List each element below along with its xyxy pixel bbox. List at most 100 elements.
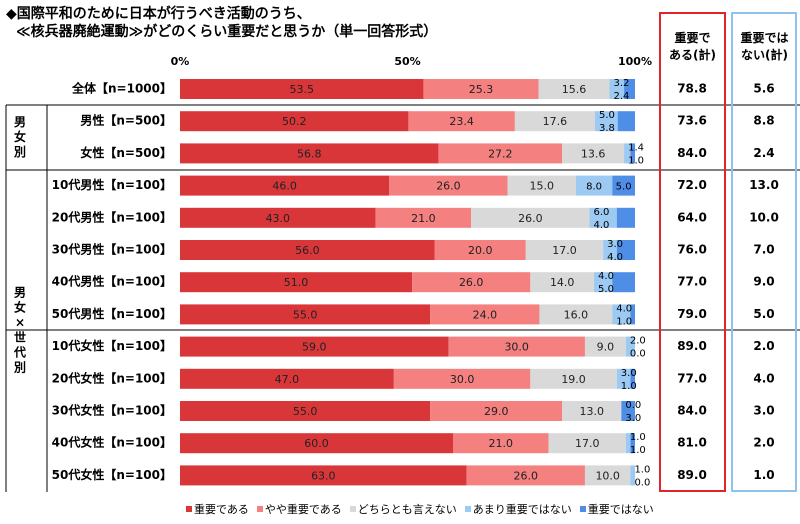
bar-segment bbox=[434, 240, 526, 260]
bar-value-label: 55.0 bbox=[293, 405, 318, 418]
bar-value-label: 47.0 bbox=[275, 373, 300, 386]
bar-value-label: 8.0 bbox=[586, 182, 602, 193]
bar-value-label: 0.0 bbox=[630, 349, 646, 360]
not-important-total-frame bbox=[731, 12, 797, 492]
bar-value-label: 6.0 bbox=[594, 207, 610, 218]
bar-value-label: 17.0 bbox=[552, 244, 577, 257]
bar-segment bbox=[538, 79, 610, 99]
not-important-total-value: 1.0 bbox=[753, 468, 774, 482]
bar-value-label: 19.0 bbox=[561, 373, 586, 386]
bar-segment bbox=[589, 207, 617, 228]
bar-value-label: 4.0 bbox=[594, 220, 610, 231]
row-label: 30代男性【n=100】 bbox=[52, 242, 172, 257]
bar-value-label: 1.0 bbox=[628, 155, 644, 166]
row-label: 全体【n=1000】 bbox=[71, 81, 172, 96]
not-important-total-value: 2.0 bbox=[753, 339, 774, 353]
bar-segment bbox=[624, 143, 631, 164]
not-important-total-value: 7.0 bbox=[753, 243, 774, 257]
important-total-value: 77.0 bbox=[677, 275, 707, 289]
bar-value-label: 3.2 bbox=[614, 78, 630, 89]
legend-swatch bbox=[256, 506, 263, 512]
bar-value-label: 1.0 bbox=[616, 316, 632, 327]
legend-item: あまり重要ではない bbox=[464, 501, 572, 517]
row-label: 20代女性【n=100】 bbox=[52, 370, 172, 385]
bar-value-label: 3.0 bbox=[625, 413, 641, 424]
not-important-total-value: 10.0 bbox=[749, 210, 779, 224]
not-important-total-value: 8.8 bbox=[753, 114, 774, 128]
bar-value-label: 1.0 bbox=[621, 381, 637, 392]
bar-segment bbox=[594, 272, 613, 293]
legend-item: どちらとも言えない bbox=[349, 501, 457, 517]
bar-value-label: 56.8 bbox=[297, 147, 322, 160]
bar-segment bbox=[603, 240, 617, 260]
row-label: 20代男性【n=100】 bbox=[52, 209, 172, 224]
bar-value-label: 25.3 bbox=[469, 83, 494, 96]
bar-segment bbox=[180, 368, 394, 389]
bar-segment bbox=[180, 272, 413, 293]
bar-value-label: 29.0 bbox=[484, 405, 509, 418]
bar-segment bbox=[448, 336, 585, 357]
bar-segment bbox=[375, 207, 472, 228]
bar-value-label: 3.0 bbox=[621, 368, 637, 379]
bar-segment bbox=[412, 272, 531, 293]
bar-segment bbox=[389, 175, 508, 196]
bar-segment bbox=[471, 207, 590, 228]
not-important-total-header-text: 重要では ない(計) bbox=[740, 31, 789, 62]
bar-value-label: 2.0 bbox=[630, 336, 646, 347]
legend-label: あまり重要ではない bbox=[472, 503, 572, 516]
bar-segment bbox=[562, 143, 625, 164]
bar-value-label: 4.0 bbox=[616, 303, 632, 314]
bar-segment bbox=[562, 401, 622, 421]
bar-value-label: 16.0 bbox=[564, 308, 589, 321]
bar-value-label: 5.0 bbox=[598, 284, 614, 295]
bar-segment bbox=[624, 79, 635, 99]
bar-value-label: 1.0 bbox=[630, 445, 646, 456]
bar-segment bbox=[575, 175, 613, 196]
important-total-value: 89.0 bbox=[677, 339, 707, 353]
bar-value-label: 4.0 bbox=[607, 252, 623, 263]
bar-value-label: 17.6 bbox=[543, 115, 568, 128]
bar-value-label: 3.8 bbox=[599, 123, 615, 134]
not-important-total-value: 13.0 bbox=[749, 178, 779, 192]
bar-value-label: 0.0 bbox=[625, 400, 641, 411]
important-total-value: 81.0 bbox=[677, 436, 707, 450]
bar-value-label: 63.0 bbox=[311, 469, 336, 482]
bar-segment bbox=[180, 433, 453, 454]
bar-value-label: 23.4 bbox=[449, 115, 474, 128]
bar-value-label: 30.0 bbox=[450, 373, 475, 386]
not-important-total-value: 9.0 bbox=[753, 275, 774, 289]
important-total-value: 84.0 bbox=[677, 404, 707, 418]
bar-segment bbox=[507, 175, 576, 196]
bar-segment bbox=[180, 336, 449, 357]
bar-value-label: 17.0 bbox=[575, 437, 600, 450]
row-label: 男性【n=500】 bbox=[80, 113, 172, 128]
row-label: 10代男性【n=100】 bbox=[52, 177, 172, 192]
bar-value-label: 56.0 bbox=[295, 244, 320, 257]
important-total-value: 79.0 bbox=[677, 307, 707, 321]
legend-label: 重要である bbox=[194, 503, 249, 516]
important-total-header: 重要で ある(計) bbox=[659, 30, 726, 64]
row-label: 女性【n=500】 bbox=[80, 145, 172, 160]
bar-segment bbox=[584, 465, 631, 486]
not-important-total-value: 2.0 bbox=[753, 436, 774, 450]
bar-value-label: 30.0 bbox=[504, 341, 529, 354]
bar-value-label: 3.0 bbox=[607, 239, 623, 250]
bar-value-label: 26.0 bbox=[514, 469, 539, 482]
bar-value-label: 21.0 bbox=[489, 437, 514, 450]
legend-swatch bbox=[464, 506, 471, 512]
bar-segment bbox=[180, 79, 424, 99]
bar-segment bbox=[423, 79, 539, 99]
important-total-value: 78.8 bbox=[677, 82, 707, 96]
bar-segment bbox=[630, 465, 635, 486]
important-total-value: 84.0 bbox=[677, 146, 707, 160]
bar-segment bbox=[630, 433, 635, 454]
bar-segment bbox=[438, 143, 563, 164]
bar-segment bbox=[180, 207, 376, 228]
bar-segment bbox=[430, 304, 540, 325]
bar-value-label: 50.2 bbox=[282, 115, 307, 128]
important-total-value: 76.0 bbox=[677, 243, 707, 257]
row-label: 40代女性【n=100】 bbox=[52, 435, 172, 450]
bar-segment bbox=[466, 465, 585, 486]
bar-value-label: 9.0 bbox=[597, 341, 615, 354]
